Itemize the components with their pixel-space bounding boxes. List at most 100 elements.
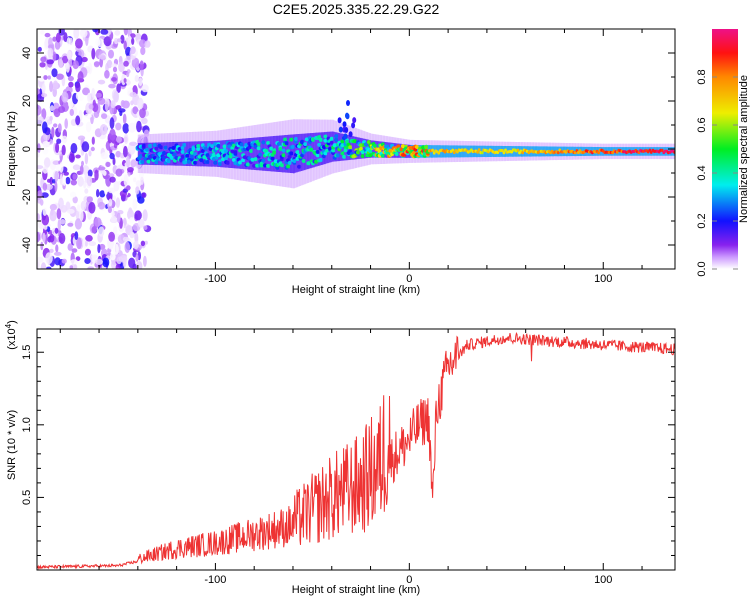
ridge-band bbox=[255, 137, 258, 171]
noise-blob bbox=[51, 126, 55, 138]
noise-blob bbox=[130, 159, 137, 168]
noise-blob bbox=[54, 251, 62, 256]
noise-blob bbox=[109, 252, 116, 261]
spectral-blob bbox=[203, 146, 209, 151]
spectral-blob bbox=[196, 147, 201, 151]
ridge-band bbox=[432, 145, 435, 158]
noise-blob bbox=[72, 60, 79, 70]
noise-blob bbox=[81, 56, 88, 63]
noise-blob bbox=[49, 248, 54, 253]
noise-blob bbox=[92, 103, 99, 113]
noise-blob bbox=[103, 36, 112, 47]
noise-blob bbox=[42, 147, 49, 155]
noise-blob bbox=[122, 113, 127, 125]
noise-blob bbox=[72, 173, 77, 180]
noise-blob bbox=[55, 32, 61, 43]
noise-blob bbox=[41, 93, 48, 98]
noise-blob bbox=[140, 240, 146, 247]
noise-blob bbox=[49, 210, 57, 222]
spectral-blob bbox=[344, 127, 349, 133]
noise-blob bbox=[54, 40, 61, 50]
noise-blob bbox=[74, 231, 79, 241]
noise-blob bbox=[61, 144, 66, 156]
ridge-band bbox=[140, 142, 143, 165]
noise-blob bbox=[123, 133, 129, 145]
ridge-band bbox=[254, 137, 257, 170]
noise-blob bbox=[95, 38, 101, 46]
ridge-band bbox=[237, 139, 240, 169]
spectral-blob bbox=[597, 151, 600, 155]
noise-blob bbox=[49, 115, 53, 121]
noise-blob bbox=[75, 91, 83, 101]
noise-blob bbox=[75, 82, 81, 93]
ridge-band bbox=[244, 138, 247, 170]
noise-blob bbox=[116, 38, 122, 43]
spectral-blob bbox=[315, 150, 320, 154]
noise-blob bbox=[81, 141, 90, 153]
spectral-blob bbox=[351, 122, 356, 129]
spectral-blob bbox=[233, 150, 238, 155]
noise-blob bbox=[84, 113, 92, 119]
noise-blob bbox=[47, 75, 51, 80]
noise-blob bbox=[98, 226, 105, 237]
noise-blob bbox=[65, 176, 71, 185]
noise-blob bbox=[139, 60, 144, 71]
noise-blob bbox=[143, 255, 147, 267]
noise-blob bbox=[54, 227, 59, 234]
noise-blob bbox=[70, 259, 78, 265]
noise-blob bbox=[120, 34, 125, 44]
spectral-blob bbox=[272, 150, 277, 155]
y-tick-label: 1.0 bbox=[21, 417, 33, 432]
noise-blob bbox=[61, 55, 69, 64]
noise-blob bbox=[75, 210, 80, 220]
noise-blob bbox=[45, 252, 53, 265]
noise-blob bbox=[41, 108, 47, 120]
ridge-band bbox=[314, 132, 317, 167]
spectral-blob bbox=[259, 163, 265, 168]
x-tick-label: 0 bbox=[406, 273, 412, 285]
noise-blob bbox=[139, 39, 147, 48]
colorbar-tick-label: 0.4 bbox=[696, 165, 708, 180]
colorbar-label: Normalized spectral amplitude bbox=[738, 75, 750, 223]
noise-blob bbox=[76, 204, 81, 212]
noise-blob bbox=[100, 152, 109, 160]
noise-blob bbox=[112, 157, 116, 166]
noise-blob bbox=[58, 106, 66, 113]
noise-blob bbox=[70, 179, 78, 186]
noise-blob bbox=[143, 225, 148, 230]
noise-blob bbox=[130, 100, 134, 106]
noise-blob bbox=[105, 174, 112, 187]
noise-blob bbox=[124, 241, 131, 253]
spectral-blob bbox=[158, 145, 164, 150]
ridge-band bbox=[325, 131, 328, 164]
spectral-blob bbox=[516, 148, 520, 152]
ridge-band bbox=[176, 141, 179, 166]
spectral-blob bbox=[148, 144, 153, 149]
noise-blob bbox=[105, 161, 111, 168]
noise-blob bbox=[120, 100, 125, 108]
x-tick-label: -100 bbox=[204, 273, 226, 285]
spectral-blob bbox=[502, 151, 506, 155]
noise-blob bbox=[37, 256, 44, 263]
spectral-blob bbox=[283, 137, 288, 142]
spectral-blob bbox=[340, 151, 345, 156]
colorbar-tick-label: 0.0 bbox=[696, 261, 708, 276]
noise-blob bbox=[49, 81, 54, 93]
spectral-blob bbox=[329, 140, 334, 145]
noise-blob bbox=[51, 68, 58, 78]
bottom-x-axis-label: Height of straight line (km) bbox=[292, 584, 420, 596]
ridge-band bbox=[362, 138, 365, 159]
spectral-blob bbox=[279, 163, 285, 168]
spectral-blob bbox=[255, 163, 260, 168]
spectral-blob bbox=[424, 145, 429, 150]
noise-blob bbox=[122, 255, 127, 268]
noise-blob bbox=[126, 185, 131, 191]
ridge-band bbox=[279, 135, 281, 172]
noise-blob bbox=[84, 152, 89, 165]
spectral-blob bbox=[224, 149, 229, 154]
noise-blob bbox=[37, 152, 40, 158]
noise-blob bbox=[144, 40, 151, 48]
noise-blob bbox=[49, 105, 55, 112]
noise-blob bbox=[87, 169, 93, 177]
ridge-band bbox=[196, 141, 199, 167]
